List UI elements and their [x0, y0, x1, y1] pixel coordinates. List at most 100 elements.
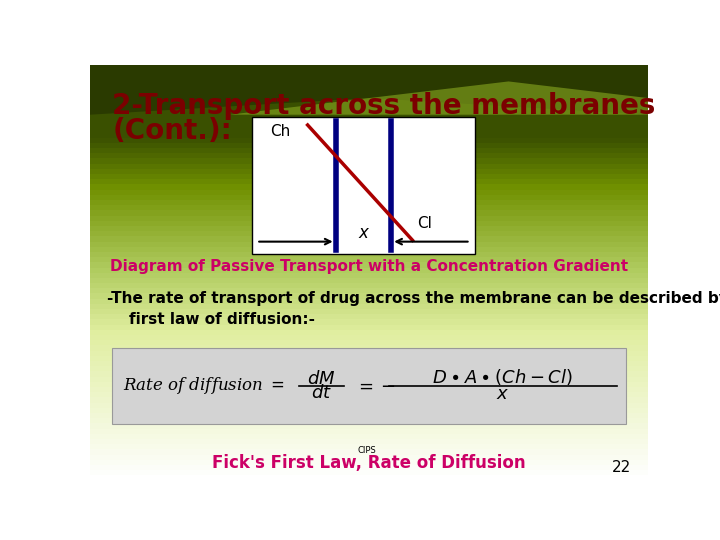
Polygon shape — [90, 200, 648, 205]
Polygon shape — [90, 91, 648, 96]
Polygon shape — [90, 85, 648, 91]
Bar — [112, 348, 626, 424]
Polygon shape — [90, 226, 648, 231]
Polygon shape — [90, 174, 648, 179]
Polygon shape — [90, 237, 648, 241]
Text: -The rate of transport of drug across the membrane can be described by Fick's: -The rate of transport of drug across th… — [107, 292, 720, 306]
Polygon shape — [90, 247, 648, 252]
Polygon shape — [90, 205, 648, 210]
Polygon shape — [90, 273, 648, 278]
Polygon shape — [90, 210, 648, 215]
Polygon shape — [90, 179, 648, 184]
Text: 22: 22 — [612, 460, 631, 475]
Polygon shape — [90, 65, 648, 114]
Polygon shape — [90, 387, 648, 392]
Polygon shape — [90, 262, 648, 267]
Polygon shape — [230, 82, 648, 114]
Polygon shape — [90, 356, 648, 361]
Polygon shape — [90, 309, 648, 314]
Polygon shape — [90, 288, 648, 294]
Text: first law of diffusion:-: first law of diffusion:- — [129, 312, 315, 327]
Polygon shape — [90, 283, 648, 288]
Polygon shape — [90, 325, 648, 330]
Polygon shape — [90, 423, 648, 429]
Polygon shape — [90, 465, 648, 470]
Polygon shape — [90, 377, 648, 382]
Text: $= -$: $= -$ — [355, 377, 396, 395]
Polygon shape — [90, 346, 648, 350]
Polygon shape — [90, 408, 648, 413]
Text: x: x — [359, 224, 369, 241]
Polygon shape — [90, 460, 648, 465]
Polygon shape — [90, 340, 648, 346]
Polygon shape — [90, 65, 648, 70]
Polygon shape — [90, 138, 648, 143]
Polygon shape — [90, 382, 648, 387]
Polygon shape — [90, 413, 648, 418]
Polygon shape — [90, 361, 648, 366]
Bar — [252, 117, 475, 254]
Text: Fick's First Law, Rate of Diffusion: Fick's First Law, Rate of Diffusion — [212, 454, 526, 472]
Polygon shape — [90, 418, 648, 423]
Polygon shape — [90, 75, 648, 80]
Polygon shape — [90, 429, 648, 434]
Polygon shape — [90, 267, 648, 273]
Polygon shape — [90, 257, 648, 262]
Text: (Cont.):: (Cont.): — [112, 117, 232, 145]
Polygon shape — [90, 439, 648, 444]
Polygon shape — [90, 122, 648, 127]
Text: Rate of diffusion $=$: Rate of diffusion $=$ — [124, 375, 286, 396]
Polygon shape — [90, 153, 648, 158]
Polygon shape — [90, 241, 648, 247]
Polygon shape — [90, 470, 648, 475]
Text: 2-Transport across the membranes: 2-Transport across the membranes — [112, 92, 656, 120]
Polygon shape — [90, 455, 648, 460]
Text: CIPS: CIPS — [358, 446, 377, 455]
Polygon shape — [90, 70, 648, 75]
Text: Cl: Cl — [417, 217, 432, 231]
Polygon shape — [90, 397, 648, 403]
Polygon shape — [90, 184, 648, 190]
Polygon shape — [90, 444, 648, 449]
Polygon shape — [90, 168, 648, 174]
Polygon shape — [90, 403, 648, 408]
Text: Diagram of Passive Transport with a Concentration Gradient: Diagram of Passive Transport with a Conc… — [110, 259, 628, 274]
Polygon shape — [90, 80, 648, 85]
Text: $D \bullet A \bullet (Ch - Cl)$: $D \bullet A \bullet (Ch - Cl)$ — [433, 368, 573, 388]
Polygon shape — [90, 112, 648, 117]
Polygon shape — [90, 304, 648, 309]
Polygon shape — [90, 278, 648, 283]
Polygon shape — [90, 294, 648, 299]
Polygon shape — [90, 350, 648, 356]
Polygon shape — [90, 449, 648, 455]
Polygon shape — [90, 148, 648, 153]
Polygon shape — [90, 190, 648, 195]
Polygon shape — [90, 127, 648, 132]
Polygon shape — [90, 372, 648, 377]
Polygon shape — [90, 330, 648, 335]
Polygon shape — [90, 221, 648, 226]
Polygon shape — [90, 96, 648, 101]
Polygon shape — [90, 320, 648, 325]
Text: Ch: Ch — [270, 124, 290, 139]
Polygon shape — [90, 252, 648, 257]
Text: $dt$: $dt$ — [311, 384, 332, 402]
Polygon shape — [90, 475, 648, 481]
Polygon shape — [90, 195, 648, 200]
Text: $x$: $x$ — [496, 385, 510, 403]
Polygon shape — [90, 106, 648, 112]
Polygon shape — [90, 314, 648, 320]
Polygon shape — [90, 117, 648, 122]
Polygon shape — [90, 366, 648, 372]
Polygon shape — [90, 335, 648, 340]
Polygon shape — [90, 215, 648, 221]
Polygon shape — [90, 132, 648, 138]
Polygon shape — [90, 434, 648, 439]
Polygon shape — [90, 164, 648, 168]
Polygon shape — [90, 231, 648, 237]
Polygon shape — [90, 392, 648, 397]
Polygon shape — [90, 158, 648, 164]
Polygon shape — [90, 299, 648, 304]
Polygon shape — [90, 101, 648, 106]
Text: $dM$: $dM$ — [307, 370, 336, 388]
